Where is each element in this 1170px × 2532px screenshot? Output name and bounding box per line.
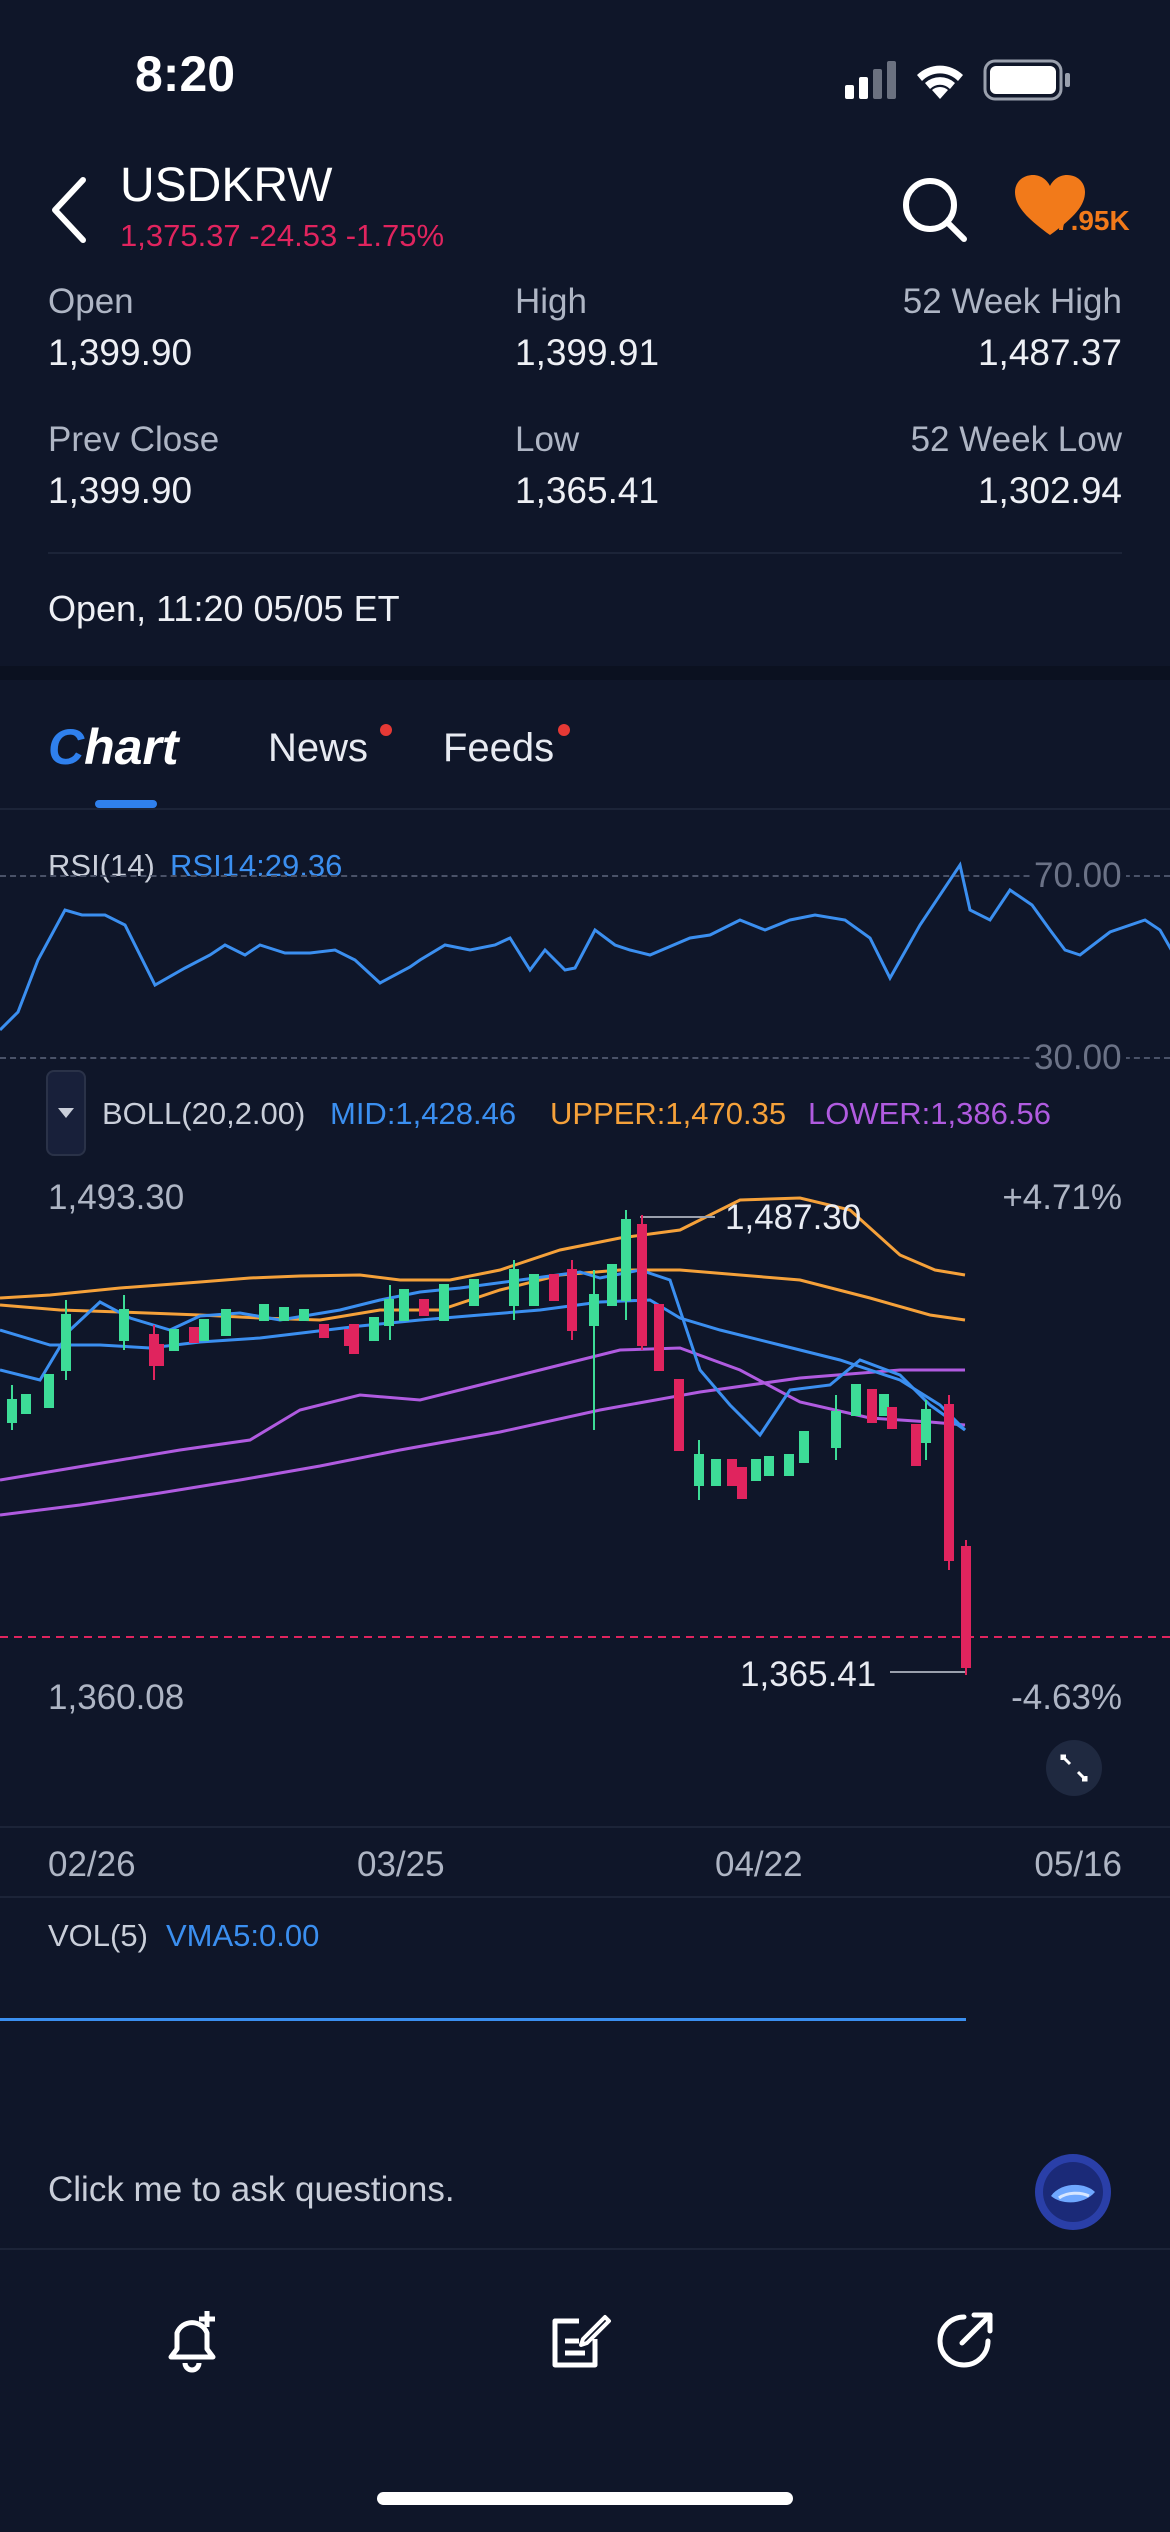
signal-icon <box>845 61 896 99</box>
boll-mid: MID:1,428.46 <box>330 1096 517 1131</box>
date-tick-4: 05/16 <box>1034 1845 1122 1884</box>
chart-tab-rest: hart <box>84 719 179 775</box>
expand-chart-button[interactable] <box>1046 1740 1102 1796</box>
favorites-count: 7.95K <box>1055 205 1130 236</box>
date-tick-3: 04/22 <box>715 1845 803 1884</box>
quote-change: 1,375.37 -24.53 -1.75% <box>120 218 445 253</box>
price-axis-bottom-pct: -4.63% <box>1011 1678 1122 1717</box>
open-value: 1,399.90 <box>48 332 193 373</box>
ask-questions-prompt[interactable]: Click me to ask questions. <box>48 2170 455 2209</box>
expand-icon <box>1060 1754 1088 1782</box>
rsi-70-line <box>0 875 1170 877</box>
favorite-button[interactable] <box>1015 175 1125 255</box>
indicator-dropdown[interactable] <box>46 1070 86 1156</box>
symbol-title: USDKRW <box>120 159 333 212</box>
rsi-30-line <box>0 1057 1170 1059</box>
chart-tab-initial: C <box>48 719 85 775</box>
search-icon[interactable] <box>900 175 970 245</box>
news-unread-dot <box>380 724 392 736</box>
max-price-marker: 1,487.30 <box>725 1198 862 1237</box>
stats-divider <box>48 552 1122 554</box>
market-status: Open, 11:20 05/05 ET <box>48 588 400 629</box>
price-candlestick-chart <box>0 1196 1170 1675</box>
tab-chart[interactable]: Chart <box>48 718 179 776</box>
rsi-level-low: 30.00 <box>1030 1038 1126 1078</box>
price-axis-top: 1,493.30 <box>48 1178 185 1217</box>
volume-ma-line <box>0 2018 966 2021</box>
bell-plus-icon[interactable] <box>157 2305 227 2375</box>
open-label: Open <box>48 282 134 321</box>
heart-icon <box>1015 175 1085 235</box>
wifi-icon <box>917 65 963 99</box>
high-value: 1,399.91 <box>515 332 660 373</box>
boll-lower-band-line <box>0 1368 965 1517</box>
feeds-unread-dot <box>558 724 570 736</box>
date-tick-2: 03/25 <box>357 1845 445 1884</box>
ask-divider <box>0 2248 1170 2250</box>
rsi-value: RSI14:29.36 <box>170 848 343 883</box>
status-icons <box>845 59 1070 101</box>
chevron-left-icon[interactable] <box>45 170 95 250</box>
tabs-divider <box>0 808 1170 810</box>
status-time: 8:20 <box>135 46 236 102</box>
ma-line-1 <box>0 1268 966 1438</box>
boll-label: BOLL(20,2.00) <box>102 1096 306 1131</box>
min-price-marker: 1,365.41 <box>740 1655 877 1694</box>
low-label: Low <box>515 420 580 459</box>
active-tab-indicator <box>95 800 157 808</box>
prev-close-label: Prev Close <box>48 420 220 459</box>
battery-icon <box>983 59 1070 101</box>
prev-close-value: 1,399.90 <box>48 470 193 511</box>
boll-lower: LOWER:1,386.56 <box>808 1096 1051 1131</box>
52-week-high-label: 52 Week High <box>902 282 1122 321</box>
edit-note-icon[interactable] <box>545 2305 615 2375</box>
share-arrow-icon[interactable] <box>930 2305 1000 2375</box>
candles-up <box>7 1210 931 1500</box>
home-indicator <box>377 2492 793 2505</box>
price-axis-top-pct: +4.71% <box>1002 1178 1122 1217</box>
candles-down <box>149 1215 971 1675</box>
caret-down-icon <box>58 1108 74 1118</box>
boll-mid-line <box>0 1268 966 1322</box>
ma-line-2 <box>0 1298 967 1432</box>
boll-upper: UPPER:1,470.35 <box>550 1096 787 1131</box>
rsi-level-high: 70.00 <box>1030 856 1126 896</box>
boll-lower-line <box>0 1346 966 1482</box>
low-value: 1,365.41 <box>515 470 660 511</box>
tab-news[interactable]: News <box>268 726 369 770</box>
section-separator <box>0 666 1170 680</box>
52-week-low-label: 52 Week Low <box>910 420 1122 459</box>
52-week-low-value: 1,302.94 <box>977 470 1122 511</box>
rsi-line-chart <box>0 861 1170 1032</box>
date-axis-bottom-divider <box>0 1896 1170 1898</box>
date-axis-top-divider <box>0 1826 1170 1828</box>
high-label: High <box>515 282 587 321</box>
52-week-high-value: 1,487.37 <box>977 332 1122 373</box>
date-tick-1: 02/26 <box>48 1845 136 1884</box>
price-axis-bottom: 1,360.08 <box>48 1678 185 1717</box>
tab-feeds[interactable]: Feeds <box>443 726 555 770</box>
volume-vma: VMA5:0.00 <box>166 1918 320 1953</box>
boll-upper-line <box>0 1196 966 1300</box>
rsi-label: RSI(14) <box>48 848 155 883</box>
ai-assistant-icon[interactable] <box>1033 2152 1113 2232</box>
volume-label: VOL(5) <box>48 1918 148 1953</box>
